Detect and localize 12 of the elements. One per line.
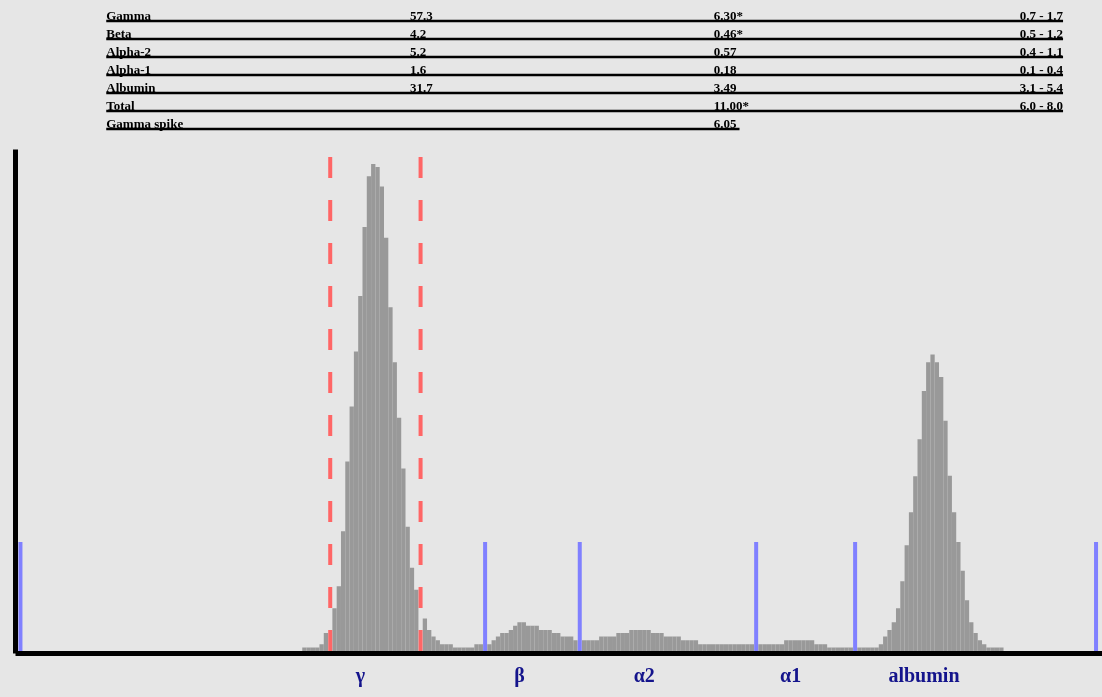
text: Beta 4.2 0.46* 0.5 - 1.2 — [106, 25, 1064, 41]
x-tick-label: β — [514, 663, 525, 687]
x-tick-label: albumin — [888, 663, 960, 686]
text: Total 11.00* 6.0 - 8.0 — [106, 98, 1064, 113]
text: Alpha-1 1.6 0.18 0.1 - 0.4 — [106, 61, 1064, 77]
x-tick-label: γ — [354, 663, 366, 687]
text: Gamma 57.3 6.30* 0.7 - 1.7 — [106, 7, 1064, 23]
text: Albumin 31.7 3.49 3.1 - 5.4 — [106, 79, 1064, 95]
text: Alpha-2 5.2 0.57 0.4 - 1.1 — [106, 43, 1064, 59]
x-tick-label: α1 — [780, 663, 802, 686]
x-tick-label: α2 — [633, 663, 655, 686]
text: Gamma spike 6.05 — [106, 115, 737, 131]
